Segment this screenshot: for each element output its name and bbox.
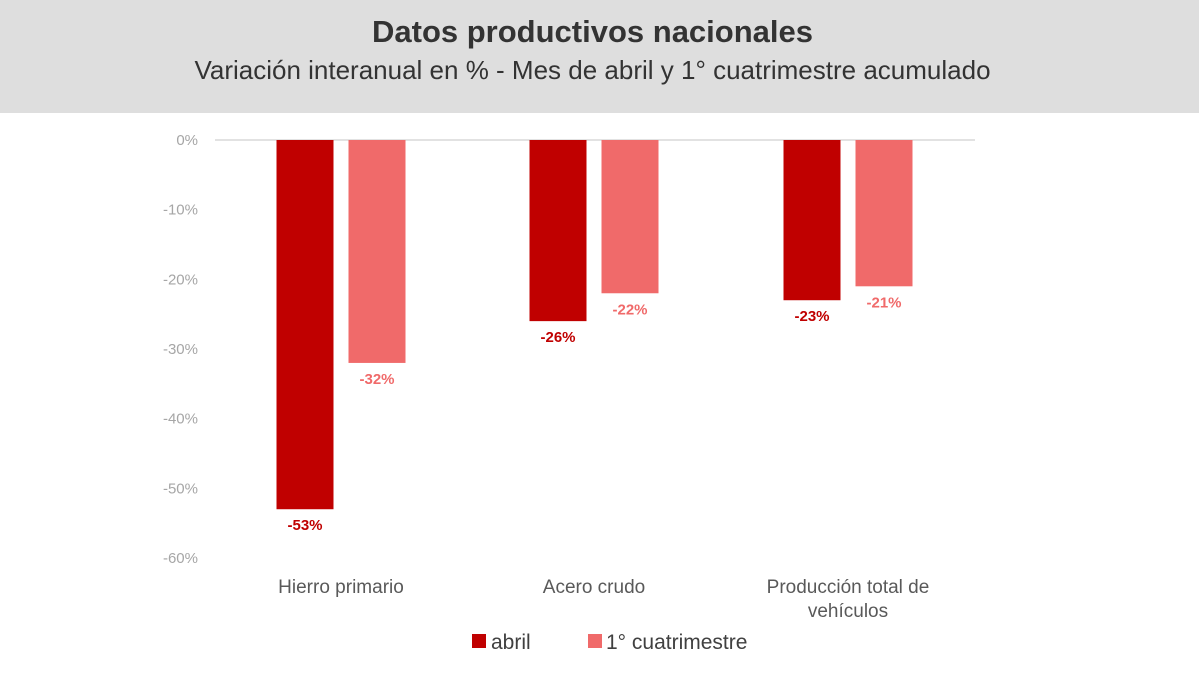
chart-subtitle: Variación interanual en % - Mes de abril… xyxy=(194,55,991,85)
chart-title: Datos productivos nacionales xyxy=(372,14,813,49)
bar-cuatrimestre xyxy=(601,140,659,294)
legend-label: 1° cuatrimestre xyxy=(606,631,747,654)
bar-cuatrimestre xyxy=(855,140,913,287)
data-label: -22% xyxy=(612,301,647,318)
data-label: -26% xyxy=(540,329,575,346)
y-tick-label: 0% xyxy=(176,132,198,149)
legend-swatch-cuatrimestre xyxy=(588,634,602,648)
data-label: -32% xyxy=(359,371,394,388)
chart-header: Datos productivos nacionales Variación i… xyxy=(0,0,1199,113)
category-label: Producción total de vehículos xyxy=(767,577,930,622)
y-tick-label: -20% xyxy=(163,271,198,288)
y-tick-label: -10% xyxy=(163,202,198,219)
bar-abril xyxy=(783,140,841,301)
legend-swatch-abril xyxy=(472,634,486,648)
bar-abril xyxy=(276,140,334,510)
bar-abril xyxy=(529,140,587,322)
data-label: -21% xyxy=(866,294,901,311)
bar-cuatrimestre xyxy=(348,140,406,363)
category-label-line: Producción total de xyxy=(767,577,930,598)
category-label-line: Acero crudo xyxy=(543,577,645,598)
data-label: -23% xyxy=(794,308,829,325)
category-label: Hierro primario xyxy=(278,577,404,598)
y-tick-label: -60% xyxy=(163,550,198,567)
y-tick-label: -50% xyxy=(163,480,198,497)
legend-label: abril xyxy=(491,631,531,654)
y-tick-label: -40% xyxy=(163,411,198,428)
category-label: Acero crudo xyxy=(543,577,645,598)
y-tick-label: -30% xyxy=(163,341,198,358)
category-label-line: Hierro primario xyxy=(278,577,404,598)
category-label-line: vehículos xyxy=(808,601,888,622)
data-label: -53% xyxy=(287,517,322,534)
